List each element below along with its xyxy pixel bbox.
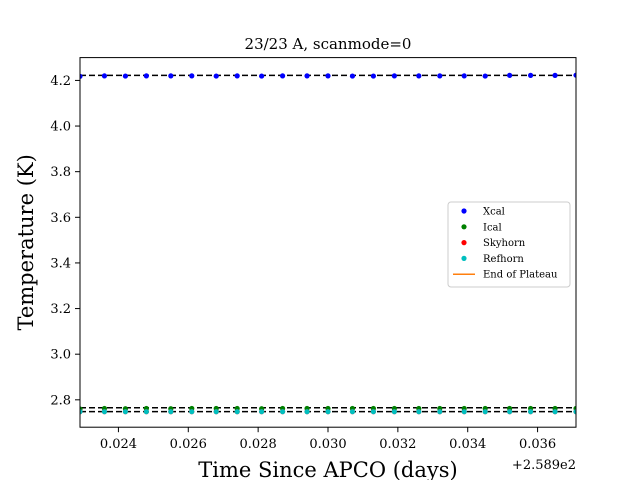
xcal-point — [527, 72, 534, 78]
chart-title: 23/23 A, scanmode=0 — [245, 35, 412, 53]
refhorn-point — [370, 409, 377, 415]
refhorn-point — [461, 409, 467, 415]
y-tick-label: 3.6 — [50, 211, 71, 226]
refhorn-point — [349, 409, 356, 415]
refhorn-point — [122, 409, 129, 415]
refhorn-point — [168, 409, 174, 415]
legend-box — [447, 201, 571, 288]
xcal-point — [573, 72, 576, 78]
x-tick-label: 0.024 — [100, 437, 137, 452]
y-tick-label: 2.8 — [50, 393, 71, 408]
refhorn-point — [80, 409, 83, 415]
y-tick-label: 3.2 — [50, 302, 71, 317]
legend: Xcal Ical Skyhorn Refhorn End of Plateau — [447, 201, 571, 288]
refhorn-point — [391, 409, 397, 415]
refhorn-point — [101, 409, 108, 415]
plot-contents — [80, 72, 576, 415]
xcal-point — [189, 73, 195, 79]
refhorn-point — [304, 409, 310, 415]
legend-point-marker — [461, 208, 467, 214]
y-axis-label: Temperature (K) — [14, 154, 38, 330]
xcal-point — [259, 73, 265, 79]
refhorn-point — [527, 409, 534, 415]
legend-point-marker — [461, 240, 467, 246]
xcal-point — [234, 73, 240, 79]
refhorn-point — [573, 409, 576, 415]
refhorn-point — [143, 409, 149, 415]
refhorn-point — [507, 409, 513, 415]
xcal-point — [461, 73, 467, 79]
refhorn-point — [279, 409, 286, 415]
xcal-point — [552, 72, 558, 78]
xcal-point — [304, 73, 310, 79]
x-tick-label: 0.030 — [309, 437, 346, 452]
legend-point-marker — [461, 224, 467, 230]
xcal-point — [101, 73, 108, 79]
x-tick-label: 0.034 — [449, 437, 486, 452]
xcal-point — [168, 73, 174, 79]
legend-label: End of Plateau — [483, 270, 558, 281]
refhorn-point — [416, 409, 422, 415]
legend-label: Xcal — [483, 207, 505, 218]
xcal-point — [416, 73, 422, 79]
y-tick-label: 3.8 — [50, 165, 71, 180]
y-tick-label: 4.2 — [50, 74, 71, 89]
x-tick-label: 0.036 — [519, 437, 556, 452]
refhorn-point — [325, 409, 331, 415]
refhorn-point — [259, 409, 265, 415]
xcal-point — [279, 73, 286, 79]
refhorn-point — [437, 409, 443, 415]
y-tick-label: 4.0 — [50, 120, 71, 135]
xcal-point — [325, 73, 331, 79]
refhorn-point — [234, 409, 240, 415]
xcal-point — [80, 73, 83, 79]
x-tick-label: 0.032 — [379, 437, 416, 452]
x-axis: 0.024 0.026 0.028 0.030 0.032 0.034 0.036 — [100, 427, 556, 452]
xcal-point — [213, 73, 219, 79]
xcal-point — [349, 73, 356, 79]
plot-area — [80, 72, 576, 415]
x-offset-label: +2.589e2 — [512, 458, 576, 473]
xcal-point — [482, 73, 488, 79]
x-tick-label: 0.028 — [240, 437, 277, 452]
xcal-point — [437, 73, 443, 79]
xcal-point — [143, 73, 149, 79]
legend-label: Refhorn — [483, 254, 524, 265]
legend-point-marker — [461, 255, 467, 261]
x-tick-label: 0.026 — [170, 437, 207, 452]
xcal-point — [370, 73, 377, 79]
y-tick-label: 3.4 — [50, 256, 71, 271]
refhorn-point — [552, 409, 558, 415]
legend-label: Skyhorn — [483, 238, 526, 249]
refhorn-point — [213, 409, 219, 415]
refhorn-point — [189, 409, 195, 415]
refhorn-point — [482, 409, 488, 415]
legend-label: Ical — [483, 222, 502, 233]
xcal-point — [391, 73, 397, 79]
y-axis: 2.8 3.0 3.2 3.4 3.6 3.8 4.0 4.2 — [50, 74, 80, 408]
x-axis-label: Time Since APCO (days) — [198, 458, 457, 480]
xcal-point — [122, 73, 129, 79]
y-tick-label: 3.0 — [50, 348, 71, 363]
xcal-point — [507, 72, 513, 78]
